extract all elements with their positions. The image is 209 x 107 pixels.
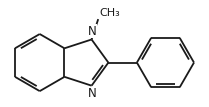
Text: CH₃: CH₃ bbox=[100, 8, 120, 18]
Text: N: N bbox=[88, 25, 97, 38]
Text: N: N bbox=[88, 87, 97, 100]
